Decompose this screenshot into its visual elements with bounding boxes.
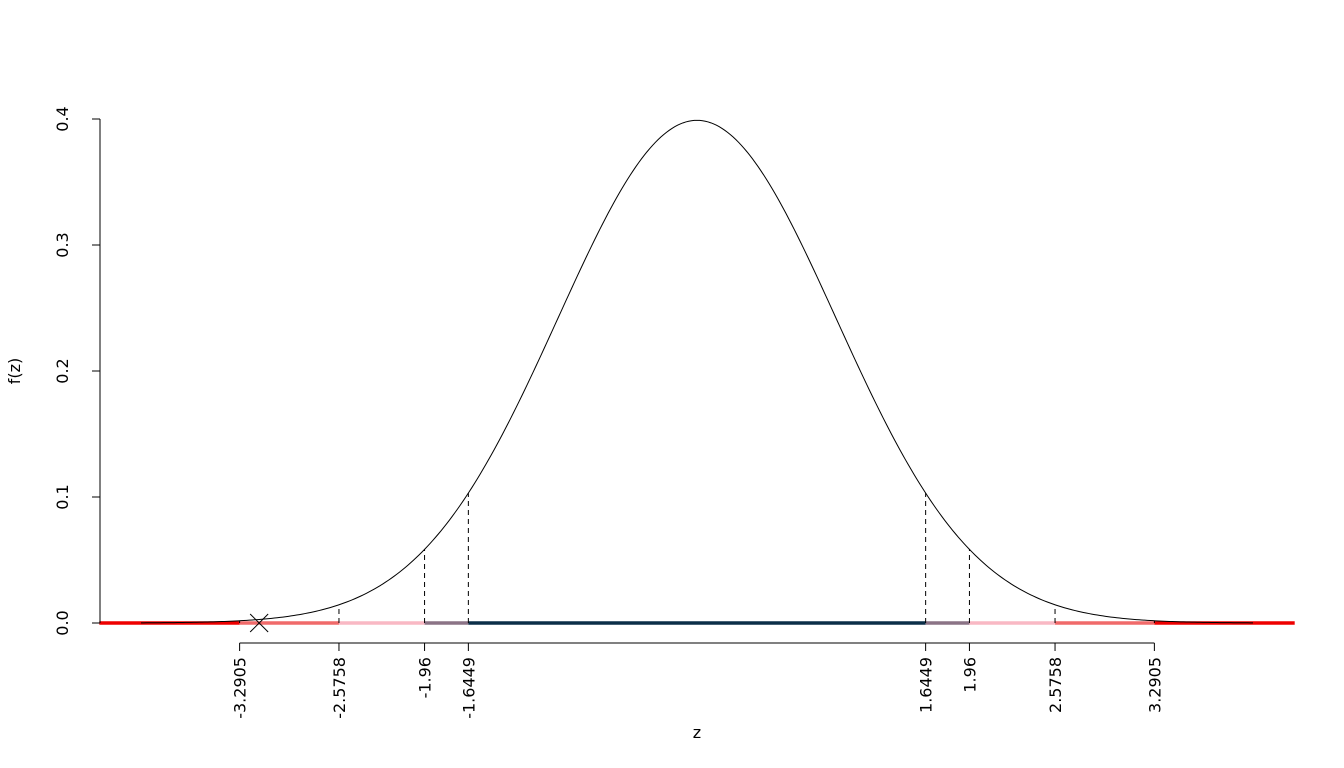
x-tick-label-3: -1.6449 xyxy=(459,657,478,719)
y-axis: 0.0 0.1 0.2 0.3 0.4 xyxy=(53,106,101,636)
y-tick-label-4: 0.4 xyxy=(53,106,72,131)
density-curve xyxy=(140,119,1254,624)
x-tick-label-2: -1.96 xyxy=(416,657,435,698)
y-tick-label-0: 0.0 xyxy=(53,610,72,635)
x-tick-label-1: -2.5758 xyxy=(330,657,349,719)
x-tick-label-6: 2.5758 xyxy=(1046,657,1065,713)
x-axis-label: z xyxy=(693,723,701,742)
y-axis-label: f(z) xyxy=(5,358,24,385)
x-tick-label-4: 1.6449 xyxy=(917,657,936,713)
x-tick-label-5: 1.96 xyxy=(960,657,979,693)
critical-value-lines xyxy=(239,493,1155,623)
x-axis: -3.2905 -2.5758 -1.96 -1.6449 1.6449 1.96 2.57… xyxy=(231,642,1164,719)
marker-stroke-b xyxy=(249,613,269,633)
y-tick-label-3: 0.3 xyxy=(53,232,72,257)
x-tick-label-7: 3.2905 xyxy=(1145,657,1164,713)
y-tick-label-1: 0.1 xyxy=(53,484,72,509)
observed-marker xyxy=(249,613,269,633)
y-tick-label-2: 0.2 xyxy=(53,358,72,383)
x-tick-label-0: -3.2905 xyxy=(231,657,250,719)
